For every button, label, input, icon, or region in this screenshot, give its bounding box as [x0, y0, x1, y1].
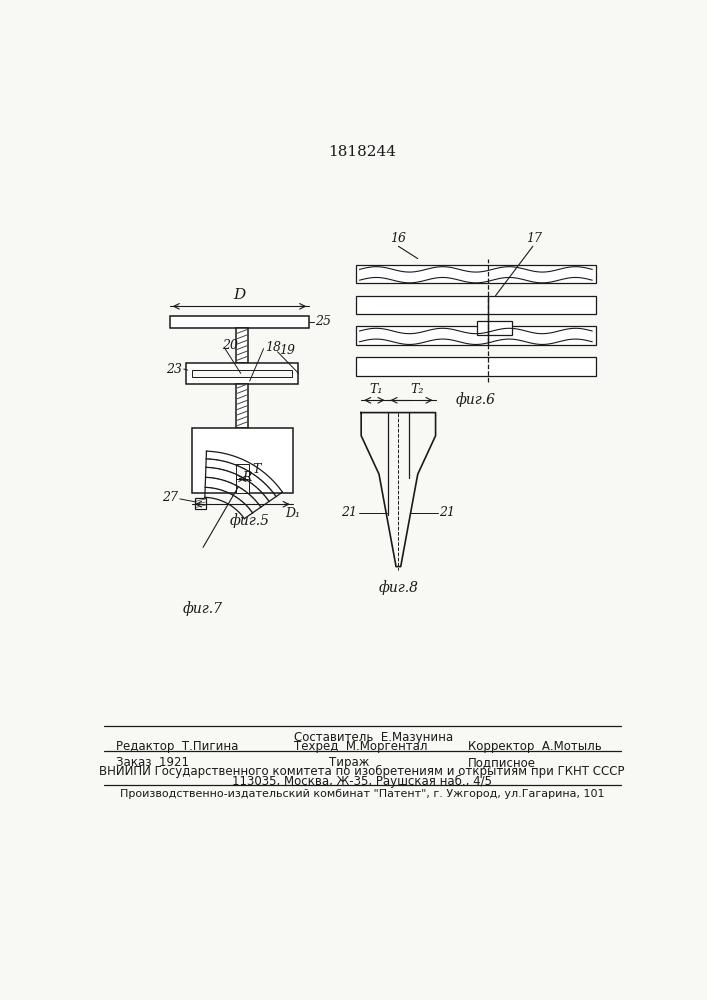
Bar [186, 363, 298, 384]
Text: T₁: T₁ [369, 383, 382, 396]
Text: 27: 27 [163, 491, 178, 504]
Bar [195, 498, 206, 509]
Text: 18: 18 [265, 341, 281, 354]
Text: D₁: D₁ [285, 507, 300, 520]
Text: 17: 17 [527, 232, 542, 245]
Text: 19: 19 [279, 344, 295, 357]
Bar [356, 357, 596, 376]
Text: T: T [252, 463, 260, 476]
Text: Подписное: Подписное [468, 756, 536, 769]
Text: фиг.8: фиг.8 [378, 580, 419, 595]
Text: Корректор  А.Мотыль: Корректор А.Мотыль [468, 740, 602, 753]
Bar [192, 370, 292, 377]
Bar [170, 316, 309, 328]
Bar [236, 328, 248, 363]
Bar [356, 326, 596, 345]
Text: ВНИИПИ Государственного комитета по изобретениям и открытиям при ГКНТ СССР: ВНИИПИ Государственного комитета по изоб… [99, 765, 625, 778]
Bar [356, 265, 596, 283]
Text: 21: 21 [440, 506, 455, 519]
Text: Тираж: Тираж [329, 756, 369, 769]
Text: фиг.7: фиг.7 [183, 601, 223, 616]
Text: Производственно-издательский комбинат "Патент", г. Ужгород, ул.Гагарина, 101: Производственно-издательский комбинат "П… [119, 789, 604, 799]
Bar [236, 384, 248, 428]
Text: R: R [243, 471, 252, 484]
Text: 20: 20 [223, 339, 238, 352]
Bar [477, 321, 513, 335]
Bar [96, 717, 631, 852]
Text: D: D [233, 288, 245, 302]
Text: 113035, Москва, Ж-35, Раушская наб., 4/5: 113035, Москва, Ж-35, Раушская наб., 4/5 [232, 774, 492, 788]
Bar [192, 428, 293, 493]
Bar [356, 296, 596, 314]
Text: 23: 23 [166, 363, 182, 376]
Text: фиг.6: фиг.6 [456, 393, 496, 407]
Text: 25: 25 [315, 315, 332, 328]
Text: 1818244: 1818244 [328, 145, 396, 159]
Text: 16: 16 [390, 232, 407, 245]
Text: Техред  М.Моргентал: Техред М.Моргентал [293, 740, 427, 753]
Text: Редактор  Т.Пигина: Редактор Т.Пигина [115, 740, 238, 753]
Text: Заказ  1921: Заказ 1921 [115, 756, 189, 769]
Text: фиг.5: фиг.5 [230, 513, 270, 528]
Text: T₂: T₂ [410, 383, 423, 396]
Text: Составитель  Е.Мазунина: Составитель Е.Мазунина [293, 731, 453, 744]
Text: 21: 21 [341, 506, 357, 519]
Bar [235, 464, 249, 493]
